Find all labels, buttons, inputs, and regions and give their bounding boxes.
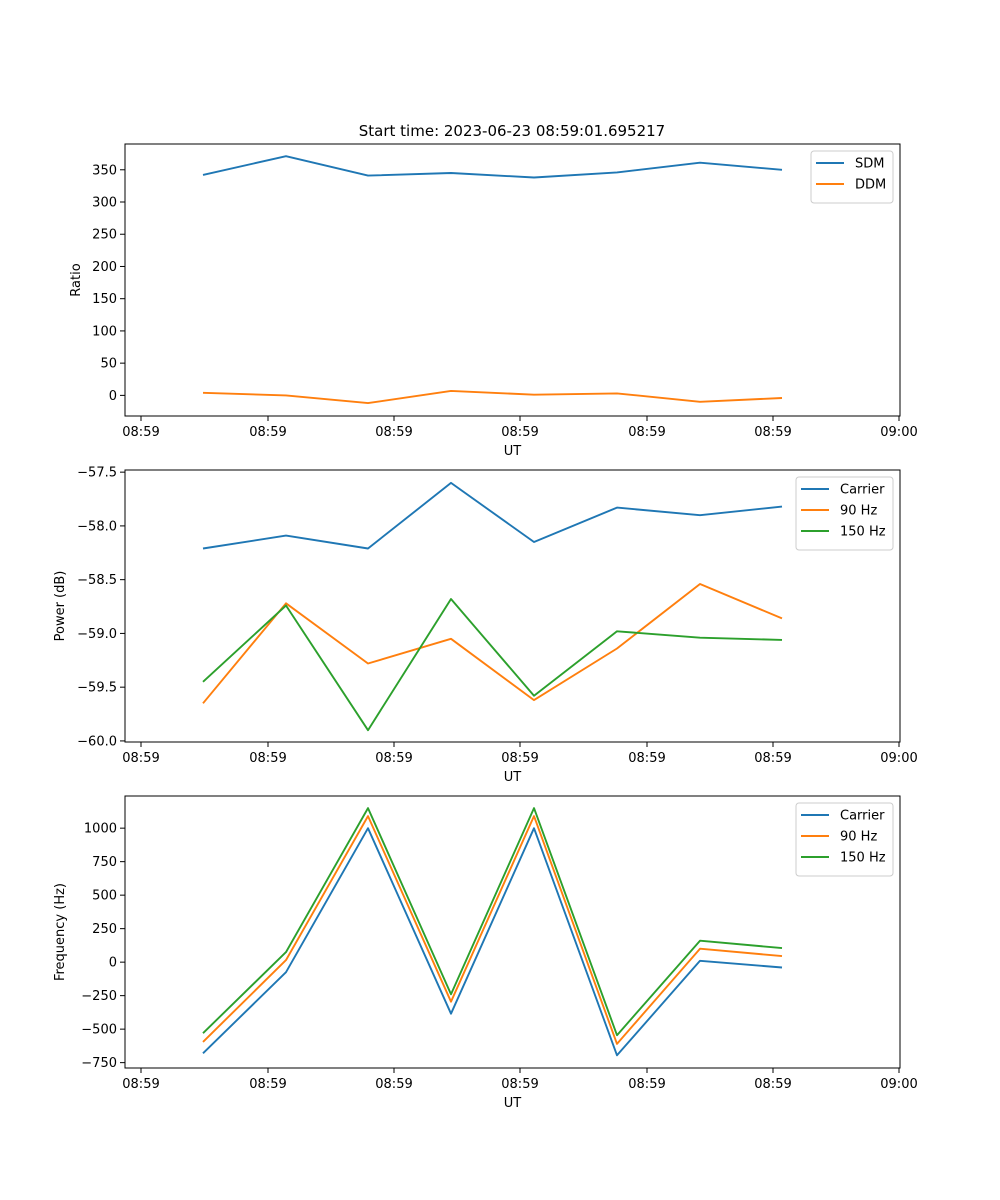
x-tick-label: 08:59 bbox=[754, 425, 791, 440]
series-line-sdm bbox=[202, 155, 783, 179]
y-tick-label: 250 bbox=[92, 922, 117, 937]
y-tick-label: 0 bbox=[109, 956, 117, 971]
x-tick-label: 08:59 bbox=[249, 1077, 286, 1092]
x-tick-label: 08:59 bbox=[122, 1077, 159, 1092]
y-tick-label: 0 bbox=[109, 389, 117, 404]
y-axis-label: Ratio bbox=[69, 263, 84, 296]
legend-label: 150 Hz bbox=[840, 851, 886, 866]
x-tick-label: 08:59 bbox=[628, 1077, 665, 1092]
figure-title: Start time: 2023-06-23 08:59:01.695217 bbox=[359, 122, 665, 140]
panels: 08:59 08:59 08:59 08:59 08:59 08:59 09:00 0 50 10… bbox=[53, 143, 918, 1111]
x-tick-label: 08:59 bbox=[249, 751, 286, 766]
chart-panel-1: 08:59 08:59 08:59 08:59 08:59 08:59 09:00 0 50 10… bbox=[69, 143, 918, 459]
axes-frame bbox=[124, 469, 901, 743]
y-tick-label: 300 bbox=[92, 196, 117, 211]
series-line-90-hz bbox=[202, 583, 783, 704]
series-line-carrier bbox=[202, 481, 783, 550]
y-tick-label: −60.0 bbox=[77, 734, 117, 749]
x-tick-label: 08:59 bbox=[375, 751, 412, 766]
series-line-150-hz bbox=[202, 598, 783, 732]
axes-frame bbox=[124, 795, 901, 1069]
y-tick-label: 100 bbox=[92, 324, 117, 339]
y-tick-label: −59.5 bbox=[77, 681, 117, 696]
y-tick-label: 250 bbox=[92, 228, 117, 243]
legend: SDM DDM bbox=[810, 150, 894, 204]
y-tick-label: −500 bbox=[81, 1023, 117, 1038]
x-tick-label: 08:59 bbox=[249, 425, 286, 440]
series-line-150-hz bbox=[202, 807, 783, 1037]
legend-label: Carrier bbox=[840, 809, 885, 824]
legend-label: 90 Hz bbox=[840, 830, 877, 845]
legend-label: SDM bbox=[855, 157, 884, 172]
legend-label: 150 Hz bbox=[840, 525, 886, 540]
x-axis-label: UT bbox=[504, 1096, 522, 1111]
y-axis-label: Power (dB) bbox=[53, 571, 68, 642]
y-tick-label: 50 bbox=[100, 357, 117, 372]
series-line-90-hz bbox=[202, 815, 783, 1045]
series-line-carrier bbox=[202, 827, 783, 1057]
legend-label: DDM bbox=[855, 178, 886, 193]
legend-label: 90 Hz bbox=[840, 504, 877, 519]
y-tick-label: −58.5 bbox=[77, 573, 117, 588]
x-tick-label: 08:59 bbox=[501, 425, 538, 440]
legend-label: Carrier bbox=[840, 483, 885, 498]
x-tick-label: 08:59 bbox=[754, 1077, 791, 1092]
x-tick-label: 08:59 bbox=[628, 751, 665, 766]
chart-panel-2: 08:59 08:59 08:59 08:59 08:59 08:59 09:00 −60.0… bbox=[53, 466, 918, 785]
y-tick-label: −57.5 bbox=[77, 466, 117, 481]
y-tick-label: −250 bbox=[81, 989, 117, 1004]
legend: Carrier 90 Hz 150 Hz bbox=[795, 476, 894, 551]
y-tick-label: −750 bbox=[81, 1056, 117, 1071]
x-tick-label: 09:00 bbox=[880, 1077, 917, 1092]
y-tick-label: 350 bbox=[92, 163, 117, 178]
legend: Carrier 90 Hz 150 Hz bbox=[795, 802, 894, 877]
axes-frame bbox=[124, 143, 901, 417]
y-tick-label: 1000 bbox=[84, 822, 117, 837]
x-tick-label: 08:59 bbox=[501, 751, 538, 766]
series-line-ddm bbox=[202, 389, 783, 405]
x-tick-label: 08:59 bbox=[754, 751, 791, 766]
x-tick-label: 08:59 bbox=[501, 1077, 538, 1092]
legend-box bbox=[810, 150, 894, 204]
x-tick-label: 08:59 bbox=[122, 425, 159, 440]
x-tick-label: 09:00 bbox=[880, 425, 917, 440]
x-axis-label: UT bbox=[504, 770, 522, 785]
y-tick-label: 750 bbox=[92, 855, 117, 870]
y-tick-label: 500 bbox=[92, 889, 117, 904]
y-tick-label: −59.0 bbox=[77, 627, 117, 642]
x-tick-label: 08:59 bbox=[375, 425, 412, 440]
x-tick-label: 09:00 bbox=[880, 751, 917, 766]
chart-panel-3: 08:59 08:59 08:59 08:59 08:59 08:59 09:00 −750 −… bbox=[53, 795, 918, 1111]
x-axis-label: UT bbox=[504, 444, 522, 459]
x-tick-label: 08:59 bbox=[375, 1077, 412, 1092]
x-tick-label: 08:59 bbox=[122, 751, 159, 766]
y-tick-label: 200 bbox=[92, 260, 117, 275]
y-tick-label: 150 bbox=[92, 292, 117, 307]
y-tick-label: −58.0 bbox=[77, 519, 117, 534]
x-tick-label: 08:59 bbox=[628, 425, 665, 440]
y-axis-label: Frequency (Hz) bbox=[53, 883, 68, 981]
